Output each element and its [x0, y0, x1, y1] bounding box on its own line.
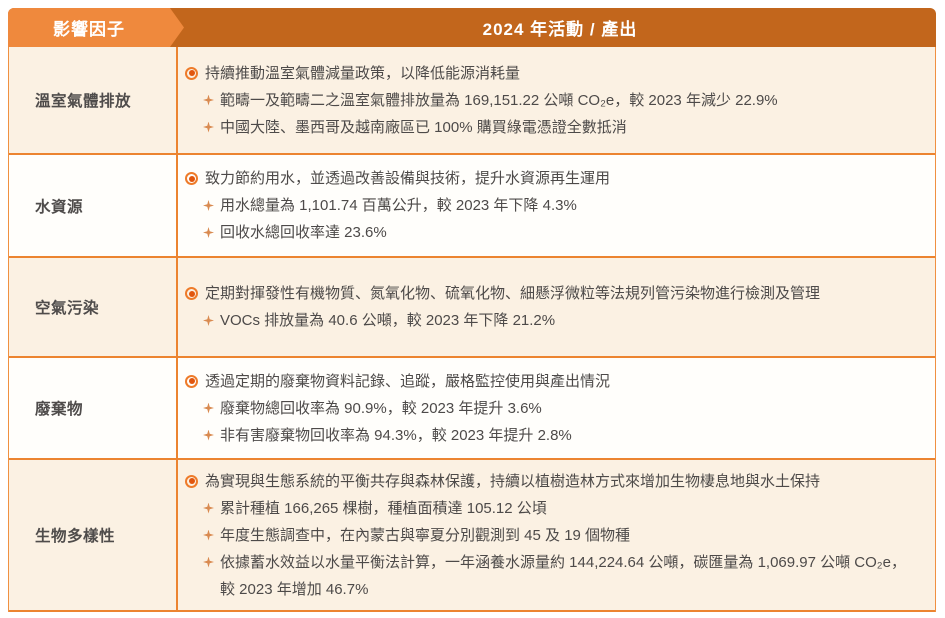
sub-point-text: 依據蓄水效益以水量平衡法計算，一年涵養水源量約 144,224.64 公噸，碳匯…	[220, 553, 906, 598]
sub-point-text: VOCs 排放量為 40.6 公噸，較 2023 年下降 21.2%	[220, 312, 556, 329]
factor-label: 廢棄物	[35, 401, 84, 418]
sub-point-text: 中國大陸、墨西哥及越南廠區已 100% 購買綠電憑證全數抵消	[220, 118, 627, 136]
factor-label: 溫室氣體排放	[35, 93, 132, 110]
main-point: 透過定期的廢棄物資料記錄、追蹤，嚴格監控使用與產出情況	[184, 368, 919, 395]
factor-label: 水資源	[35, 198, 84, 216]
factor-cell: 空氣污染	[9, 258, 178, 356]
main-point-text: 為實現與生態系統的平衡共存與森林保護，持續以植樹造林方式來增加生物棲息地與水土保…	[205, 472, 821, 490]
table-row: 生物多樣性 為實現與生態系統的平衡共存與森林保護，持續以植樹造林方式來增加生物棲…	[9, 460, 935, 612]
sub-point: 範疇一及範疇二之溫室氣體排放量為 169,151.22 公噸 CO₂e，較 20…	[203, 87, 919, 114]
sub-points: 累計種植 166,265 棵樹，種植面積達 105.12 公頃 年度生態調查中，…	[184, 495, 919, 603]
star-bullet-icon	[203, 114, 220, 141]
ring-bullet-icon	[184, 60, 205, 87]
table-row: 溫室氣體排放 持續推動溫室氣體減量政策，以降低能源消耗量 範疇一及範疇二之溫室氣…	[9, 47, 935, 155]
main-point: 持續推動溫室氣體減量政策，以降低能源消耗量	[184, 60, 919, 87]
sub-point: VOCs 排放量為 40.6 公噸，較 2023 年下降 21.2%	[203, 307, 919, 334]
sub-point-text: 用水總量為 1,101.74 百萬公升，較 2023 年下降 4.3%	[220, 197, 577, 214]
sub-point: 年度生態調查中，在內蒙古與寧夏分別觀測到 45 及 19 個物種	[203, 522, 919, 549]
header-activity-cell: 2024 年活動 / 產出	[184, 8, 936, 47]
sub-points: 範疇一及範疇二之溫室氣體排放量為 169,151.22 公噸 CO₂e，較 20…	[184, 87, 919, 141]
sub-point-text: 回收水總回收率達 23.6%	[220, 224, 387, 241]
sub-point-text: 年度生態調查中，在內蒙古與寧夏分別觀測到 45 及 19 個物種	[220, 526, 631, 544]
main-point: 致力節約用水，並透過改善設備與技術，提升水資源再生運用	[184, 165, 919, 192]
sub-point: 廢棄物總回收率為 90.9%，較 2023 年提升 3.6%	[203, 395, 919, 422]
ring-bullet-icon	[184, 368, 205, 395]
sub-point-text: 累計種植 166,265 棵樹，種植面積達 105.12 公頃	[220, 499, 547, 517]
sub-points: VOCs 排放量為 40.6 公噸，較 2023 年下降 21.2%	[184, 307, 919, 334]
star-bullet-icon	[203, 395, 220, 422]
table-header: 影響因子 2024 年活動 / 產出	[8, 8, 936, 47]
header-activity-label: 2024 年活動 / 產出	[482, 20, 638, 39]
star-bullet-icon	[203, 495, 220, 522]
ring-bullet-icon	[184, 165, 205, 192]
table-row: 廢棄物 透過定期的廢棄物資料記錄、追蹤，嚴格監控使用與產出情況 廢棄物總回收率為…	[9, 358, 935, 460]
sub-point: 累計種植 166,265 棵樹，種植面積達 105.12 公頃	[203, 495, 919, 522]
sub-point: 用水總量為 1,101.74 百萬公升，較 2023 年下降 4.3%	[203, 192, 919, 219]
main-point-text: 透過定期的廢棄物資料記錄、追蹤，嚴格監控使用與產出情況	[205, 372, 611, 390]
table-row: 水資源 致力節約用水，並透過改善設備與技術，提升水資源再生運用 用水總量為 1,…	[9, 155, 935, 258]
main-point: 為實現與生態系統的平衡共存與森林保護，持續以植樹造林方式來增加生物棲息地與水土保…	[184, 468, 919, 495]
factor-cell: 生物多樣性	[9, 460, 178, 610]
factor-cell: 水資源	[9, 155, 178, 256]
factor-cell: 廢棄物	[9, 358, 178, 458]
main-point: 定期對揮發性有機物質、氮氧化物、硫氧化物、細懸浮微粒等法規列管污染物進行檢測及管…	[184, 280, 919, 307]
main-point-text: 定期對揮發性有機物質、氮氧化物、硫氧化物、細懸浮微粒等法規列管污染物進行檢測及管…	[205, 285, 821, 302]
factor-label: 生物多樣性	[35, 528, 116, 545]
star-bullet-icon	[203, 192, 220, 219]
sub-point-text: 範疇一及範疇二之溫室氣體排放量為 169,151.22 公噸 CO₂e，較 20…	[220, 91, 778, 109]
factor-cell: 溫室氣體排放	[9, 47, 178, 153]
header-factor-cell: 影響因子	[8, 8, 184, 47]
activity-cell: 透過定期的廢棄物資料記錄、追蹤，嚴格監控使用與產出情況 廢棄物總回收率為 90.…	[178, 358, 935, 458]
ring-bullet-icon	[184, 280, 205, 307]
sub-point: 回收水總回收率達 23.6%	[203, 219, 919, 246]
sub-points: 廢棄物總回收率為 90.9%，較 2023 年提升 3.6% 非有害廢棄物回收率…	[184, 395, 919, 449]
ring-bullet-icon	[184, 468, 205, 495]
star-bullet-icon	[203, 422, 220, 449]
star-bullet-icon	[203, 549, 220, 603]
sub-point: 依據蓄水效益以水量平衡法計算，一年涵養水源量約 144,224.64 公噸，碳匯…	[203, 549, 919, 603]
main-point-text: 致力節約用水，並透過改善設備與技術，提升水資源再生運用	[205, 170, 611, 187]
activity-cell: 定期對揮發性有機物質、氮氧化物、硫氧化物、細懸浮微粒等法規列管污染物進行檢測及管…	[178, 258, 935, 356]
factor-label: 空氣污染	[35, 300, 100, 317]
star-bullet-icon	[203, 219, 220, 246]
sub-points: 用水總量為 1,101.74 百萬公升，較 2023 年下降 4.3% 回收水總…	[184, 192, 919, 246]
sub-point-text: 廢棄物總回收率為 90.9%，較 2023 年提升 3.6%	[220, 399, 542, 417]
star-bullet-icon	[203, 307, 220, 334]
header-factor-label: 影響因子	[53, 20, 125, 39]
main-point-text: 持續推動溫室氣體減量政策，以降低能源消耗量	[205, 64, 521, 82]
sub-point: 中國大陸、墨西哥及越南廠區已 100% 購買綠電憑證全數抵消	[203, 114, 919, 141]
sub-point: 非有害廢棄物回收率為 94.3%，較 2023 年提升 2.8%	[203, 422, 919, 449]
table-body: 溫室氣體排放 持續推動溫室氣體減量政策，以降低能源消耗量 範疇一及範疇二之溫室氣…	[8, 47, 936, 612]
table-row: 空氣污染 定期對揮發性有機物質、氮氧化物、硫氧化物、細懸浮微粒等法規列管污染物進…	[9, 258, 935, 358]
star-bullet-icon	[203, 87, 220, 114]
activity-cell: 致力節約用水，並透過改善設備與技術，提升水資源再生運用 用水總量為 1,101.…	[178, 155, 935, 256]
impact-factor-table: 影響因子 2024 年活動 / 產出 溫室氣體排放 持續推動溫室氣體減量政策，以…	[8, 8, 936, 612]
activity-cell: 為實現與生態系統的平衡共存與森林保護，持續以植樹造林方式來增加生物棲息地與水土保…	[178, 460, 935, 610]
star-bullet-icon	[203, 522, 220, 549]
sub-point-text: 非有害廢棄物回收率為 94.3%，較 2023 年提升 2.8%	[220, 426, 572, 444]
activity-cell: 持續推動溫室氣體減量政策，以降低能源消耗量 範疇一及範疇二之溫室氣體排放量為 1…	[178, 47, 935, 153]
